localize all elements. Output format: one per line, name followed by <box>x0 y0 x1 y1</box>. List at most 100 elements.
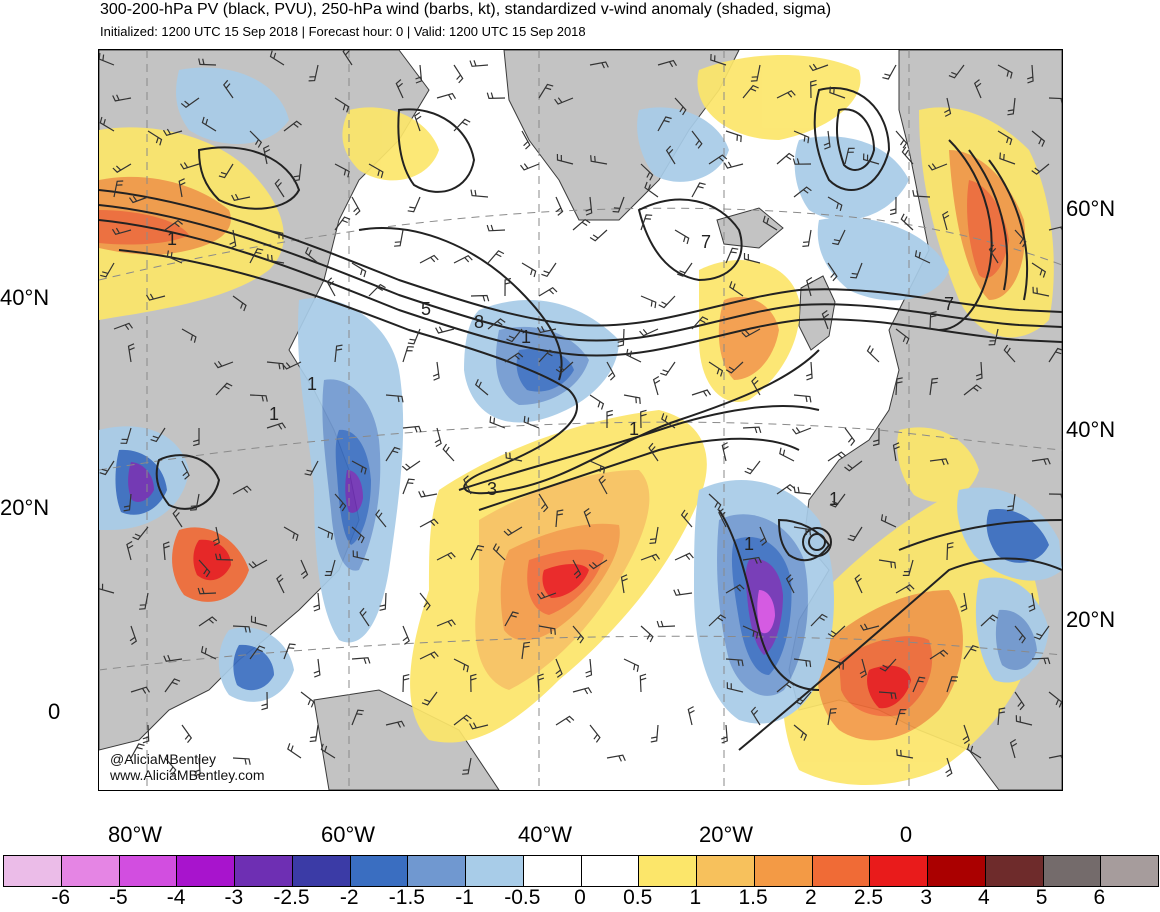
wind-barb <box>198 58 217 66</box>
wind-barb <box>673 588 693 596</box>
wind-barb <box>453 64 464 84</box>
wind-barb <box>407 196 421 213</box>
watermark-handle: @AliciaMBentley <box>110 751 217 767</box>
wind-barb <box>401 460 421 471</box>
wind-barb <box>555 196 564 216</box>
wind-barb <box>708 361 724 377</box>
colorbar-tick-label: 3 <box>920 886 933 909</box>
wind-barb <box>538 83 554 99</box>
wind-barb <box>506 328 523 343</box>
wind-barb <box>130 686 151 694</box>
wind-barb <box>844 147 855 165</box>
wind-barb <box>657 59 678 68</box>
colorbar-tick-label: -2.5 <box>273 886 310 909</box>
wind-barb <box>847 526 863 542</box>
wind-barb <box>123 493 132 512</box>
wind-barb <box>850 262 863 279</box>
colorbar-tick-label: -3 <box>224 886 244 909</box>
pv-label: 7 <box>944 294 954 314</box>
wind-barb <box>214 360 234 369</box>
wind-barb <box>249 394 268 402</box>
wind-barb <box>300 559 309 579</box>
wind-barb <box>436 619 456 627</box>
wind-barb <box>827 196 843 212</box>
wind-barb <box>250 615 268 627</box>
lon-label-40w: 40°W <box>517 822 573 847</box>
wind-barb <box>313 658 321 678</box>
wind-barb <box>742 625 759 639</box>
colorbar-tick-label: 4 <box>978 886 990 909</box>
wind-barb <box>351 526 365 544</box>
wind-barb <box>112 163 132 173</box>
wind-barb <box>555 509 564 528</box>
wind-barb <box>266 361 285 370</box>
wind-barb <box>895 584 915 594</box>
wind-barb <box>537 326 557 334</box>
colorbar-swatch <box>4 856 62 886</box>
wind-barb <box>823 130 831 150</box>
wind-barb <box>1031 163 1050 175</box>
wind-barb <box>725 658 744 667</box>
wind-barb <box>112 94 132 102</box>
wind-barb <box>794 691 812 705</box>
wind-barb <box>504 611 519 627</box>
wind-barb <box>320 743 336 759</box>
wind-barb <box>300 691 315 708</box>
wind-barb <box>166 250 183 264</box>
wind-barb <box>997 130 1013 146</box>
wind-barb <box>963 384 982 396</box>
wind-barb <box>1014 229 1027 248</box>
wind-barb <box>342 50 353 66</box>
colorbar-tick-label: -4 <box>166 886 186 909</box>
wind-barb <box>193 428 200 447</box>
wind-barb <box>402 625 410 645</box>
wind-barb <box>718 508 727 528</box>
wind-barb <box>232 757 251 765</box>
wind-barb <box>928 163 948 171</box>
wind-barb <box>929 458 949 466</box>
wind-barb <box>723 161 744 169</box>
lat-label-left-40n: 40°N <box>0 285 50 310</box>
colorbar-tick-label: 5 <box>1035 886 1048 909</box>
wind-barb <box>215 553 234 561</box>
wind-barb <box>966 743 982 759</box>
wind-barb <box>1009 738 1018 759</box>
pv-label: 1 <box>744 534 754 554</box>
wind-barb <box>304 247 319 264</box>
wind-barb <box>181 328 197 343</box>
colorbar-swatch <box>697 856 755 886</box>
wind-barb <box>469 60 489 67</box>
wind-barb <box>590 155 608 165</box>
wind-barb <box>100 262 115 278</box>
wind-barb <box>623 658 640 672</box>
wind-barb <box>463 475 472 495</box>
wind-barb <box>419 518 439 528</box>
wind-barb <box>556 153 574 165</box>
wind-barb <box>896 749 914 759</box>
wind-barb <box>962 724 970 744</box>
colorbar-tick-label: -2 <box>339 886 359 909</box>
wind-barb <box>555 361 574 374</box>
wind-barb <box>419 592 431 611</box>
wind-barb <box>759 526 768 546</box>
colorbar-swatch <box>812 856 871 886</box>
wind-barb <box>742 426 762 434</box>
wind-barb <box>487 250 505 264</box>
wind-barb <box>283 526 299 541</box>
wind-barb <box>261 691 268 711</box>
wind-barb <box>309 724 319 743</box>
wind-barb <box>415 64 423 84</box>
wind-barb <box>895 328 910 345</box>
wind-barb <box>975 361 983 381</box>
wind-barb <box>113 180 124 198</box>
wind-barb <box>793 658 812 668</box>
wind-barb <box>394 229 404 247</box>
wind-barb <box>589 394 605 410</box>
colorbar-tick-label: 0 <box>574 886 586 909</box>
colorbar-tick-label: 1 <box>689 886 702 909</box>
colorbar-swatch <box>639 856 697 886</box>
wind-barb <box>572 559 582 579</box>
wind-barb <box>691 130 703 149</box>
wind-barb <box>792 158 812 165</box>
wind-barb <box>827 625 846 638</box>
